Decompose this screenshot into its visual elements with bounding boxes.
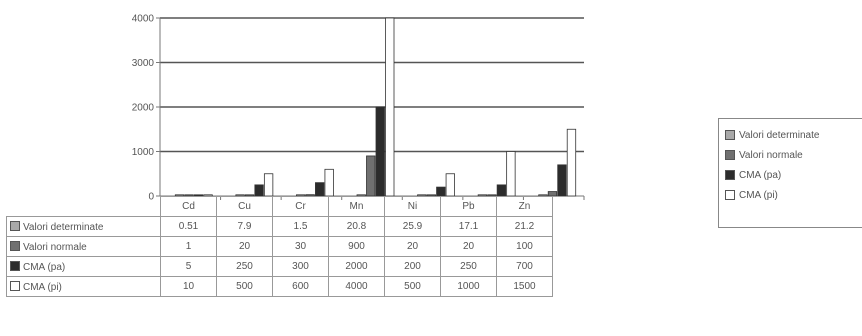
table-cell: 5 xyxy=(160,256,217,277)
table-cell: 200 xyxy=(384,256,441,277)
legend-label: Valori normale xyxy=(739,149,803,161)
gridlines xyxy=(160,17,584,153)
bar xyxy=(305,194,315,197)
table-row: Valori determinate 0.51 7.9 1.5 20.8 25.… xyxy=(6,216,553,237)
bar xyxy=(566,128,577,197)
bar xyxy=(385,17,395,197)
table-cell: 500 xyxy=(384,276,441,297)
y-tick-label: 1000 xyxy=(132,147,155,158)
legend-swatch xyxy=(725,150,735,160)
legend-swatch xyxy=(725,190,735,200)
table-cell: 20 xyxy=(384,236,441,257)
category-label: Pb xyxy=(440,196,497,217)
table-cell: 10 xyxy=(160,276,217,297)
table-cell: 1 xyxy=(160,236,217,257)
table-cell: 900 xyxy=(328,236,385,257)
table-row-label: Valori determinate xyxy=(6,216,161,237)
table-cell: 500 xyxy=(216,276,273,297)
bar xyxy=(366,155,376,197)
category-label: Zn xyxy=(496,196,553,217)
legend-item: CMA (pi) xyxy=(725,185,859,205)
series-swatch xyxy=(10,220,20,231)
category-label: Cr xyxy=(272,196,329,217)
table-cell: 30 xyxy=(272,236,329,257)
bar xyxy=(375,106,385,197)
y-tick-label: 3000 xyxy=(132,58,155,69)
table-cell: 300 xyxy=(272,256,329,277)
y-tick-label: 0 xyxy=(148,192,154,203)
table-row: Valori normale 1 20 30 900 20 20 100 xyxy=(6,236,553,257)
table-cell: 100 xyxy=(496,236,553,257)
legend-label: CMA (pi) xyxy=(739,189,778,201)
table-row-label: CMA (pi) xyxy=(6,276,161,297)
bar xyxy=(496,184,507,197)
bar xyxy=(436,186,446,197)
category-label: Cu xyxy=(216,196,273,217)
table-cell: 700 xyxy=(496,256,553,277)
table-header-row: Cd Cu Cr Mn Ni Pb Zn xyxy=(7,196,553,217)
y-tick-label: 2000 xyxy=(132,103,155,114)
bar xyxy=(315,182,325,197)
table-row: CMA (pa) 5 250 300 2000 200 250 700 xyxy=(6,256,553,277)
legend-item: CMA (pa) xyxy=(725,165,859,185)
legend-swatch xyxy=(725,130,735,140)
legend: Valori determinate Valori normale CMA (p… xyxy=(718,118,862,228)
table-cell: 25.9 xyxy=(384,216,441,237)
bar xyxy=(445,173,455,197)
category-label: Cd xyxy=(160,196,217,217)
data-table: Cd Cu Cr Mn Ni Pb Zn Valori determinate … xyxy=(6,196,553,297)
series-swatch xyxy=(10,240,20,251)
bar xyxy=(254,184,264,197)
table-cell: 17.1 xyxy=(440,216,497,237)
table-cell: 250 xyxy=(440,256,497,277)
series-swatch xyxy=(10,260,20,271)
table-row-label: CMA (pa) xyxy=(6,256,161,277)
table-cell: 600 xyxy=(272,276,329,297)
series-swatch xyxy=(10,280,20,291)
table-cell: 21.2 xyxy=(496,216,553,237)
table-cell: 1500 xyxy=(496,276,553,297)
y-tick-labels: 0 1000 2000 3000 4000 xyxy=(132,14,155,203)
bar xyxy=(557,164,567,197)
legend-swatch xyxy=(725,170,735,180)
category-label: Mn xyxy=(328,196,385,217)
bar xyxy=(324,168,334,197)
series-name: CMA (pi) xyxy=(23,281,62,293)
legend-item: Valori normale xyxy=(725,145,859,165)
legend-label: Valori determinate xyxy=(739,129,820,141)
table-cell: 2000 xyxy=(328,256,385,277)
table-cell: 20 xyxy=(216,236,273,257)
table-corner xyxy=(7,197,161,217)
y-tick-label: 4000 xyxy=(132,14,155,25)
legend-label: CMA (pa) xyxy=(739,169,782,181)
bar xyxy=(263,173,274,197)
series-name: Valori determinate xyxy=(23,221,104,233)
table-cell: 1.5 xyxy=(272,216,329,237)
table-row: CMA (pi) 10 500 600 4000 500 1000 1500 xyxy=(6,276,553,297)
table-cell: 20.8 xyxy=(328,216,385,237)
series-name: CMA (pa) xyxy=(23,261,66,273)
bar xyxy=(506,151,516,197)
series-name: Valori normale xyxy=(23,241,87,253)
table-cell: 4000 xyxy=(328,276,385,297)
table-cell: 0.51 xyxy=(160,216,217,237)
table-row-label: Valori normale xyxy=(6,236,161,257)
table-cell: 250 xyxy=(216,256,273,277)
table-cell: 7.9 xyxy=(216,216,273,237)
table-cell: 20 xyxy=(440,236,497,257)
table-cell: 1000 xyxy=(440,276,497,297)
legend-item: Valori determinate xyxy=(725,125,859,145)
category-label: Ni xyxy=(384,196,441,217)
